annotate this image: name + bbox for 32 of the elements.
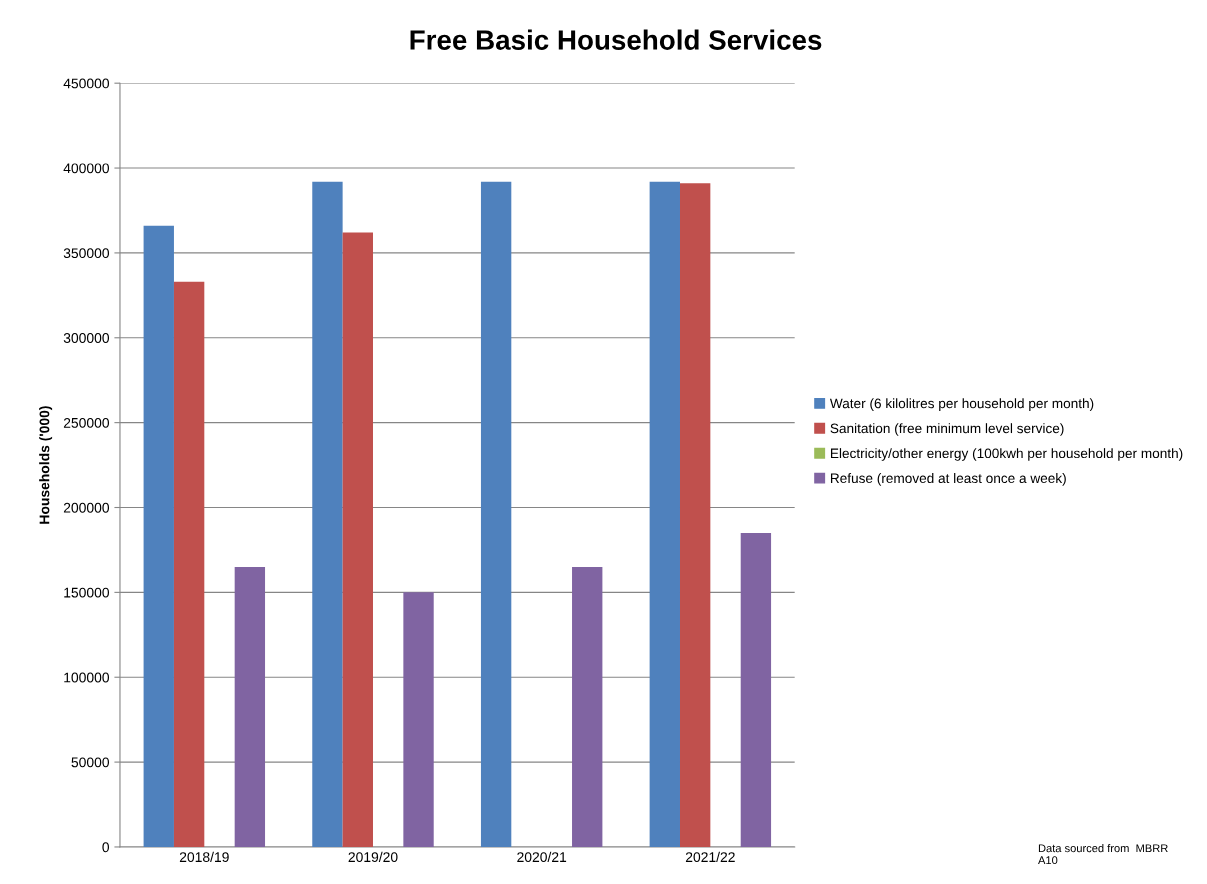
bar bbox=[173, 281, 205, 847]
bar bbox=[143, 225, 174, 847]
bar bbox=[649, 181, 680, 847]
bar bbox=[403, 592, 434, 847]
x-tick-label: 2019/20 bbox=[348, 851, 398, 863]
x-tick-label: 2018/19 bbox=[179, 851, 229, 863]
bar bbox=[480, 181, 512, 847]
y-tick-label: 200000 bbox=[63, 502, 110, 513]
y-tick-label: 250000 bbox=[63, 417, 110, 428]
y-tick-label: 50000 bbox=[71, 757, 110, 768]
legend-label: Sanitation (free minimum level service) bbox=[830, 423, 1064, 436]
y-axis-title: Households ('000) bbox=[39, 406, 53, 524]
y-tick-label: 300000 bbox=[63, 333, 110, 343]
y-tick-label: 400000 bbox=[63, 163, 110, 174]
x-tick-label: 2021/22 bbox=[685, 851, 735, 863]
bar bbox=[312, 181, 343, 847]
legend-label: Water (6 kilolitres per household per month) bbox=[829, 398, 1094, 411]
bar bbox=[740, 532, 772, 847]
bar bbox=[234, 566, 266, 847]
y-tick-label: 350000 bbox=[63, 248, 110, 259]
y-tick-label: 100000 bbox=[64, 672, 110, 683]
legend-label: Refuse (removed at least once a week) bbox=[830, 473, 1066, 486]
y-tick-label: 150000 bbox=[64, 587, 110, 598]
bar bbox=[679, 183, 711, 847]
chart-title: Free Basic Household Services bbox=[410, 29, 822, 50]
y-tick-label: 0 bbox=[102, 842, 110, 853]
x-tick-label: 2020/21 bbox=[517, 851, 567, 863]
text: Data sourced from MBRR A10 bbox=[1038, 843, 1168, 865]
bar bbox=[572, 566, 603, 847]
legend-label: Electricity/other energy (100kwh per household per month) bbox=[830, 448, 1183, 461]
bar bbox=[342, 232, 373, 847]
y-tick-label: 450000 bbox=[63, 78, 110, 89]
